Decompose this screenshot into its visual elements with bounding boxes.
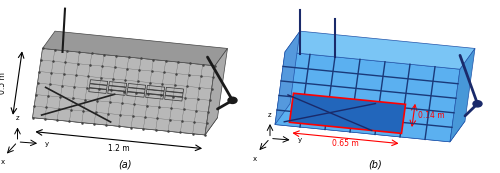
Polygon shape	[42, 31, 228, 66]
Polygon shape	[275, 52, 460, 142]
Text: 1.2 m: 1.2 m	[108, 144, 130, 153]
Text: z: z	[268, 112, 272, 118]
Text: x: x	[253, 156, 257, 162]
Text: (b): (b)	[368, 160, 382, 170]
Text: 0.65 m: 0.65 m	[332, 139, 359, 148]
Polygon shape	[285, 31, 475, 69]
Text: y: y	[298, 137, 302, 143]
Polygon shape	[32, 48, 215, 135]
Text: 0.14 m: 0.14 m	[418, 111, 445, 120]
Text: 0.5 m: 0.5 m	[0, 72, 7, 94]
Polygon shape	[275, 104, 465, 142]
Polygon shape	[275, 31, 300, 125]
Polygon shape	[32, 100, 218, 135]
Circle shape	[473, 101, 482, 107]
Polygon shape	[290, 93, 406, 133]
Text: z: z	[16, 115, 20, 121]
Circle shape	[228, 97, 237, 103]
Polygon shape	[450, 48, 475, 142]
Text: x: x	[0, 159, 4, 165]
Text: y: y	[45, 141, 49, 147]
Text: (a): (a)	[118, 160, 132, 170]
Polygon shape	[205, 48, 228, 135]
